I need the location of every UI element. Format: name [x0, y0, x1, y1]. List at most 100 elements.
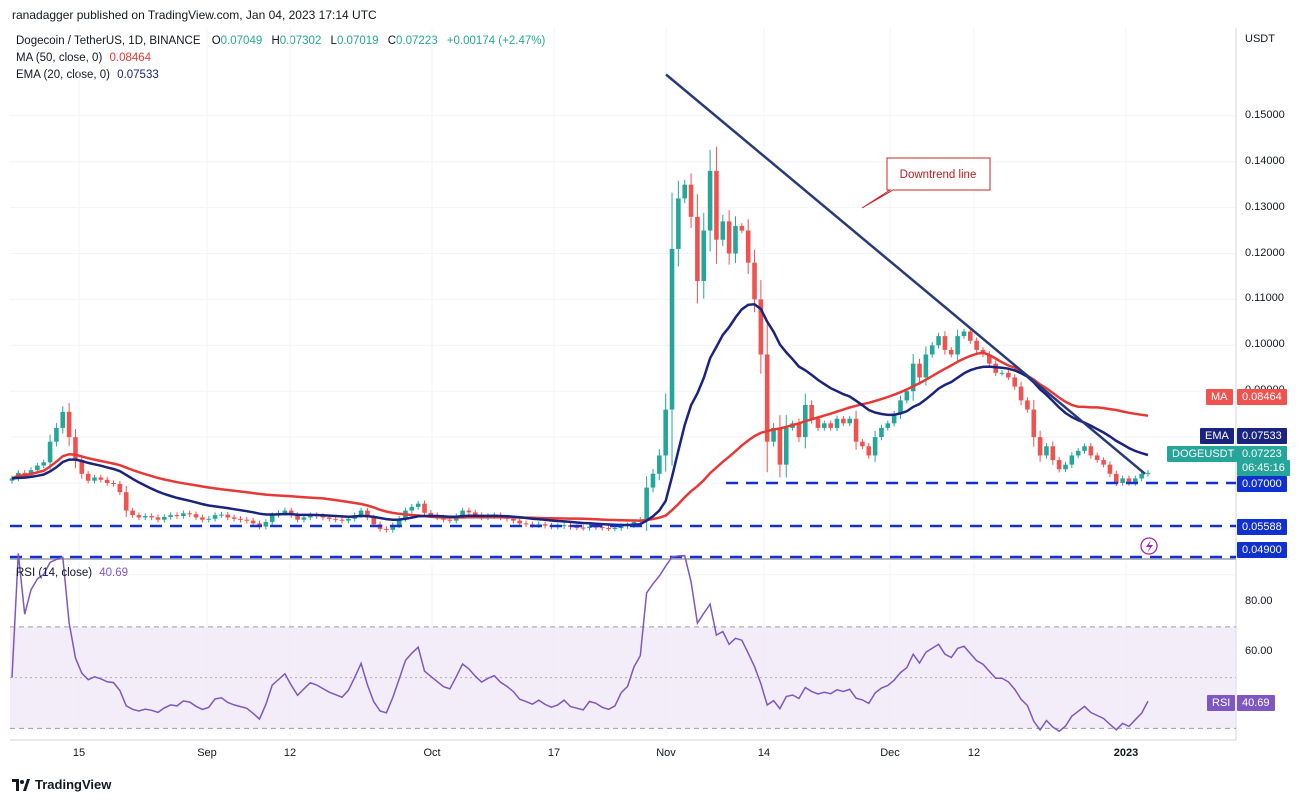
price-tick: 0.12000 — [1245, 246, 1285, 259]
candle-body — [1107, 464, 1113, 474]
candle-body — [288, 510, 294, 516]
candle-body — [1126, 478, 1132, 483]
candle-body — [422, 503, 427, 513]
candle-body — [409, 506, 415, 511]
candle-body — [676, 198, 681, 249]
rsi-pane — [10, 626, 1236, 729]
candle-body — [726, 221, 732, 254]
candle-body — [580, 527, 586, 529]
rsi-band — [10, 626, 1236, 729]
tradingview-wordmark: TradingView — [35, 777, 112, 792]
candle-body — [752, 262, 757, 300]
candle-body — [1050, 446, 1056, 461]
rsi-tick: 60.00 — [1245, 645, 1273, 658]
ma50-line — [11, 351, 1149, 522]
candle-body — [777, 427, 783, 465]
tradingview-icon — [12, 778, 30, 791]
candle-body — [771, 427, 776, 442]
candle-body — [1133, 478, 1138, 483]
ma-legend-label: MA (50, close, 0) — [16, 52, 103, 64]
candle-body — [168, 515, 173, 517]
candle-body — [472, 512, 478, 516]
candle-body — [28, 470, 34, 475]
candle-body — [9, 478, 15, 481]
candle-body — [860, 441, 865, 447]
candle-body — [282, 510, 288, 513]
candle-body — [200, 517, 205, 520]
ohlc-close: C0.07223 — [387, 35, 438, 47]
candle-body — [66, 411, 72, 438]
candle-body — [327, 517, 332, 519]
tradingview-logo[interactable]: TradingView — [12, 777, 111, 792]
candle-body — [250, 520, 256, 524]
candle-body — [644, 487, 649, 520]
candle-body — [111, 483, 116, 484]
time-tick: 12 — [283, 747, 297, 759]
zap-icon[interactable] — [1140, 537, 1158, 555]
time-tick: Sep — [197, 747, 217, 759]
candle-body — [733, 225, 738, 254]
candle-body — [365, 510, 370, 518]
candle-body — [695, 216, 700, 282]
bar-countdown: 06:45:16 — [1237, 460, 1290, 476]
candle-body — [948, 349, 954, 355]
candle-body — [834, 418, 840, 428]
candle-body — [460, 510, 465, 517]
support-tag-3: 0.04900 — [1237, 542, 1287, 558]
candle-body — [117, 483, 123, 493]
candle-body — [1075, 450, 1081, 456]
candle-body — [904, 391, 910, 401]
rsi-legend: RSI (14, close) 40.69 — [16, 567, 128, 579]
candle-body — [1012, 377, 1018, 387]
candle-body — [269, 515, 275, 523]
candle-body — [384, 528, 389, 530]
rsi-legend-label: RSI (14, close) — [16, 567, 93, 579]
candle-body — [301, 517, 307, 520]
candle-body — [428, 512, 434, 516]
candle-body — [79, 460, 85, 474]
downtrend-annotation — [861, 157, 991, 209]
candle-body — [333, 518, 338, 520]
candle-body — [987, 354, 992, 364]
candle-body — [307, 515, 313, 518]
ohlc-low: L0.07019 — [330, 35, 379, 47]
candle-body — [511, 518, 516, 521]
price-tick: 0.15000 — [1245, 108, 1285, 121]
candle-body — [853, 418, 859, 442]
downtrend-line — [665, 73, 1146, 475]
candle-body — [193, 514, 199, 518]
candle-body — [866, 446, 872, 456]
candle-body — [606, 527, 611, 529]
candle-body — [745, 230, 751, 263]
candle-body — [219, 514, 224, 516]
symbol-legend: Dogecoin / TetherUS, 1D, BINANCE O0.0704… — [16, 35, 545, 47]
candle-body — [1031, 409, 1037, 438]
candle-body — [1120, 478, 1125, 483]
candle-body — [346, 518, 351, 521]
candle-body — [47, 441, 53, 463]
candle-body — [1063, 464, 1068, 470]
candle-body — [35, 465, 40, 471]
candle-body — [714, 170, 719, 240]
candle-body — [54, 427, 59, 442]
candle-body — [1145, 472, 1151, 474]
candle-body — [796, 423, 802, 438]
candle-body — [663, 409, 668, 456]
candle-body — [1082, 446, 1087, 451]
time-tick: 14 — [757, 747, 771, 759]
candle-body — [936, 336, 941, 346]
candle-body — [136, 515, 142, 518]
candle-body — [1088, 446, 1094, 456]
time-tick: 12 — [967, 747, 981, 759]
candle-body — [174, 515, 180, 517]
ema20-line — [11, 303, 1149, 527]
candle-body — [587, 526, 592, 528]
candle-body — [917, 363, 922, 378]
candle-body — [142, 516, 148, 518]
candle-body — [783, 427, 789, 465]
candle-body — [238, 518, 243, 520]
candle-body — [891, 414, 897, 424]
last-price-tag: 0.07223 — [1237, 446, 1287, 462]
candle-body — [244, 519, 250, 521]
